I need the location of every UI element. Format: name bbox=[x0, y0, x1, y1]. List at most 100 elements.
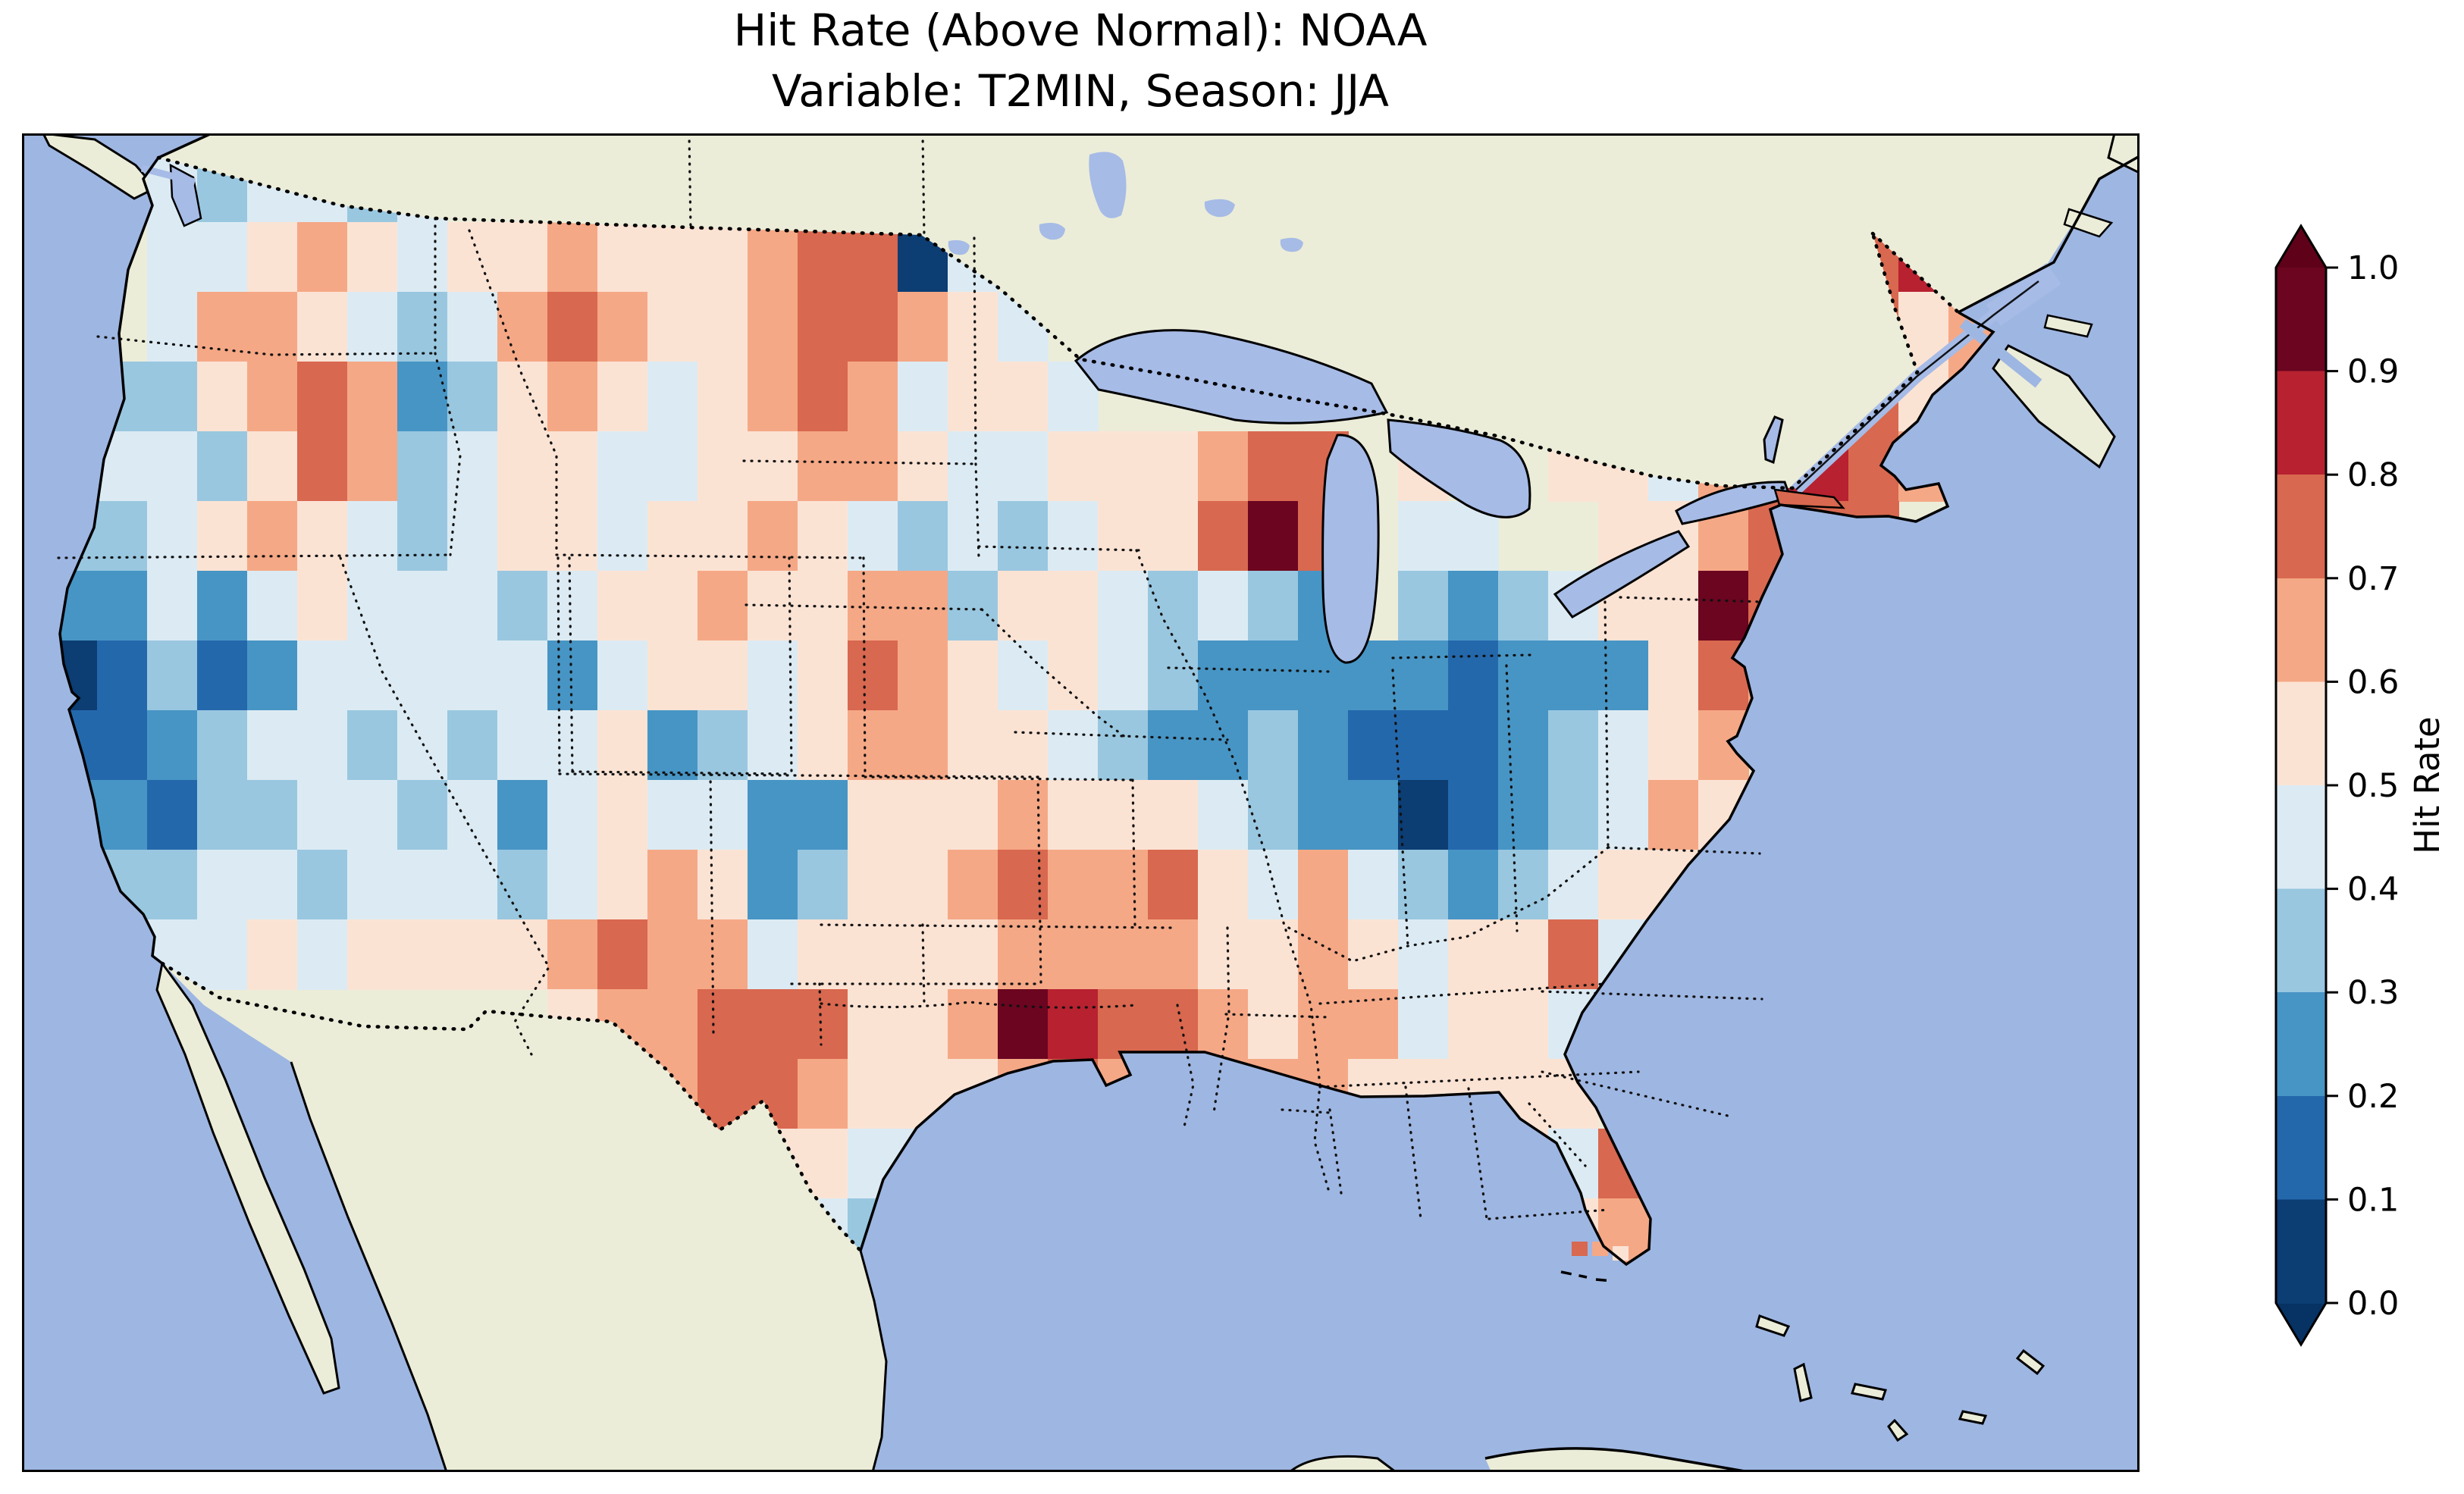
heatmap-cell bbox=[1098, 431, 1149, 502]
heatmap-cell bbox=[297, 501, 348, 572]
heatmap-cell bbox=[1198, 710, 1249, 781]
heatmap-cell bbox=[297, 641, 348, 711]
mexico-landmass bbox=[162, 963, 886, 1472]
heatmap-cell bbox=[748, 919, 798, 990]
heatmap-cell bbox=[1248, 710, 1299, 781]
heatmap-cell bbox=[347, 780, 398, 850]
heatmap-cell bbox=[297, 292, 348, 362]
heatmap-cell bbox=[447, 710, 498, 781]
heatmap-cell bbox=[397, 571, 448, 641]
bahamas-island bbox=[1958, 1410, 1988, 1425]
heatmap-cell bbox=[497, 850, 548, 920]
heatmap-cell bbox=[1348, 710, 1399, 781]
heatmap-cell bbox=[447, 222, 498, 293]
heatmap-cell bbox=[1148, 919, 1199, 990]
heatmap-cell bbox=[347, 710, 398, 781]
heatmap-cell bbox=[1498, 641, 1549, 711]
heatmap-cell bbox=[948, 362, 998, 432]
heatmap-cell bbox=[297, 710, 348, 781]
chart-title-line1: Hit Rate (Above Normal): NOAA bbox=[733, 5, 1428, 56]
heatmap-cell bbox=[247, 710, 298, 781]
heatmap-cell bbox=[698, 780, 748, 850]
heatmap-cell bbox=[1498, 989, 1549, 1060]
heatmap-cell bbox=[848, 1059, 898, 1129]
heatmap-cell bbox=[1248, 989, 1299, 1060]
heatmap-cell bbox=[97, 641, 148, 711]
heatmap-cell bbox=[1398, 571, 1449, 641]
colorbar-tick-label: 0.7 bbox=[2347, 560, 2399, 598]
heatmap-cell bbox=[147, 850, 198, 920]
heatmap-cell bbox=[898, 292, 948, 362]
heatmap-cell bbox=[1298, 780, 1349, 850]
heatmap-cell bbox=[547, 362, 598, 432]
heatmap-cell bbox=[1248, 919, 1299, 990]
heatmap-cell bbox=[197, 571, 248, 641]
colorbar-bin bbox=[2276, 578, 2326, 683]
heatmap-cell bbox=[1448, 989, 1499, 1060]
heatmap-cell bbox=[347, 292, 398, 362]
colorbar-tick-label: 0.2 bbox=[2347, 1078, 2399, 1116]
heatmap-cell bbox=[297, 919, 348, 990]
heatmap-cell bbox=[197, 780, 248, 850]
heatmap-cell bbox=[748, 222, 798, 293]
heatmap-cell bbox=[748, 989, 798, 1060]
heatmap-cell bbox=[748, 710, 798, 781]
heatmap-cell bbox=[848, 571, 898, 641]
heatmap-cell bbox=[1448, 780, 1499, 850]
great-lake bbox=[1553, 530, 1691, 619]
heatmap-cell bbox=[247, 222, 298, 293]
heatmap-cell bbox=[848, 431, 898, 502]
heatmap-cell bbox=[1048, 431, 1099, 502]
heatmap-cell bbox=[798, 989, 848, 1060]
heatmap-cell bbox=[1248, 431, 1299, 502]
heatmap-cell bbox=[1148, 571, 1199, 641]
heatmap-cell bbox=[497, 710, 548, 781]
heatmap-cell bbox=[547, 571, 598, 641]
heatmap-cell bbox=[948, 780, 998, 850]
florida-keys-cell bbox=[1572, 1242, 1588, 1256]
colorbar: 1.0 0.9 0.8 0.7 0.6 0.5 0.4 0.3 0.2 0.1 0.0 bbox=[2274, 224, 2399, 1347]
heatmap-cell bbox=[1398, 850, 1449, 920]
heatmap-cell bbox=[647, 431, 698, 502]
heatmap-cell bbox=[1398, 710, 1449, 781]
heatmap-cell bbox=[147, 431, 198, 502]
mexico-gulf-coastline bbox=[859, 1250, 888, 1473]
heatmap-cell bbox=[347, 850, 398, 920]
heatmap-cell bbox=[547, 850, 598, 920]
heatmap-cell bbox=[1448, 850, 1499, 920]
heatmap-cell bbox=[698, 989, 748, 1060]
heatmap-cell bbox=[97, 501, 148, 572]
heatmap-cell bbox=[698, 919, 748, 990]
heatmap-cell bbox=[147, 780, 198, 850]
colorbar-over-arrow bbox=[2276, 226, 2326, 268]
heatmap-cell bbox=[1548, 780, 1599, 850]
cuba-land bbox=[1485, 1448, 1749, 1472]
bahamas-island bbox=[1755, 1314, 1791, 1337]
heatmap-cell bbox=[1098, 850, 1149, 920]
heatmap-cell bbox=[698, 571, 748, 641]
heatmap-cell bbox=[948, 431, 998, 502]
heatmap-cell bbox=[247, 641, 298, 711]
colorbar-tick-label: 0.4 bbox=[2347, 871, 2399, 909]
heatmap-cell bbox=[1348, 780, 1399, 850]
heatmap-cell bbox=[1298, 989, 1349, 1060]
heatmap-cell bbox=[597, 780, 648, 850]
heatmap-cell bbox=[798, 1059, 848, 1129]
colorbar-bin bbox=[2276, 475, 2326, 579]
heatmap-cell bbox=[647, 222, 698, 293]
heatmap-cell bbox=[647, 710, 698, 781]
gulf-of-st-lawrence bbox=[2039, 164, 2140, 361]
colorbar-tick-label: 0.3 bbox=[2347, 974, 2399, 1012]
heatmap-cell bbox=[197, 362, 248, 432]
heatmap-cell bbox=[998, 362, 1049, 432]
colorbar-tick-label: 0.5 bbox=[2347, 767, 2399, 805]
heatmap-cell bbox=[998, 780, 1049, 850]
heatmap-cell bbox=[998, 431, 1049, 502]
heatmap-cell bbox=[497, 292, 548, 362]
heatmap-cell bbox=[1248, 571, 1299, 641]
heatmap-cell bbox=[497, 222, 548, 293]
heatmap-cell bbox=[297, 431, 348, 502]
colorbar-bin bbox=[2276, 681, 2326, 786]
heatmap-cell bbox=[948, 501, 998, 572]
heatmap-cell bbox=[1648, 571, 1699, 641]
